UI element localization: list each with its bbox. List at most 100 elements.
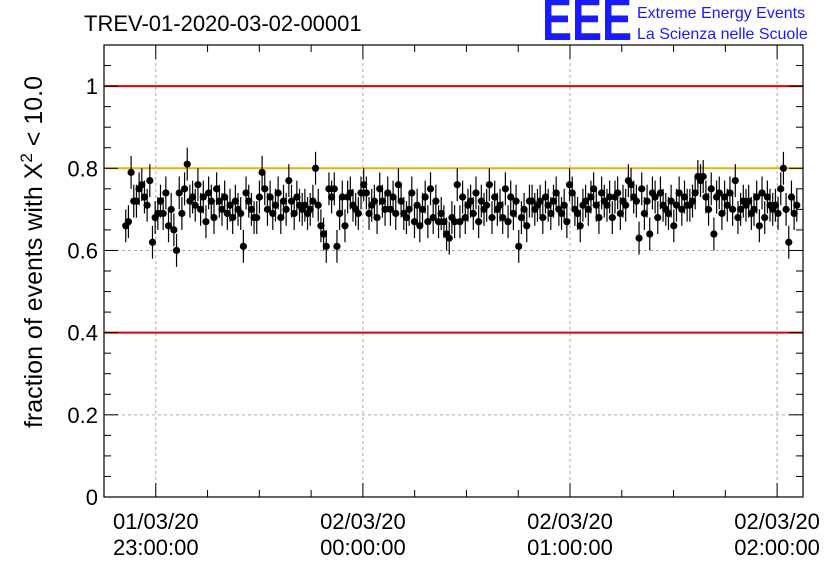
y-axis-title-sup: 2: [17, 153, 36, 162]
y-axis-title-tail: < 10.0: [20, 76, 48, 153]
data-point: [242, 189, 250, 197]
data-point: [616, 209, 624, 218]
data-point: [491, 193, 499, 201]
data-point: [723, 201, 731, 209]
data-point: [432, 197, 440, 205]
data-point: [274, 189, 282, 197]
data-point: [293, 193, 301, 201]
data-point: [301, 201, 309, 209]
data-point: [707, 185, 715, 193]
data-point: [523, 222, 531, 230]
data-point: [381, 205, 389, 213]
data-point: [178, 209, 186, 218]
data-point: [592, 201, 600, 209]
data-point: [314, 201, 322, 209]
data-point: [563, 218, 571, 226]
data-point: [750, 205, 758, 213]
data-point: [704, 205, 713, 213]
data-point: [541, 193, 550, 201]
data-point: [557, 209, 566, 218]
data-point: [362, 189, 370, 197]
data-point: [226, 201, 234, 209]
data-point: [282, 205, 290, 213]
data-point: [258, 168, 266, 176]
data-point: [429, 213, 437, 222]
data-point: [734, 213, 742, 222]
x-tick-date-label: 02/03/20: [320, 509, 406, 534]
data-point: [547, 209, 555, 218]
data-point: [504, 218, 512, 226]
data-point: [598, 189, 606, 197]
y-axis-title-main: fraction of events with X: [20, 162, 48, 428]
data-point: [459, 193, 467, 201]
data-point: [678, 205, 686, 213]
data-point: [718, 209, 726, 218]
data-point: [656, 189, 665, 197]
data-point: [638, 185, 646, 193]
eee-logo: EEE Extreme Energy Events La Scienza nel…: [542, 0, 808, 53]
data-point: [378, 197, 386, 205]
data-point: [488, 213, 496, 222]
data-point: [477, 197, 485, 205]
data-point: [357, 189, 365, 197]
data-point: [440, 218, 448, 226]
data-point: [229, 213, 237, 222]
data-point: [475, 218, 483, 226]
data-point: [138, 181, 146, 189]
data-point: [785, 238, 793, 246]
data-point: [576, 222, 584, 230]
data-point: [753, 193, 761, 201]
data-point: [162, 189, 170, 197]
data-point: [782, 205, 790, 213]
data-point: [702, 193, 710, 201]
x-tick-time-label: 02:00:00: [734, 535, 820, 560]
data-point: [777, 185, 785, 193]
data-point: [565, 181, 574, 189]
data-point: [672, 201, 681, 209]
data-point: [496, 201, 504, 209]
data-point: [729, 205, 737, 213]
data-point: [710, 230, 718, 238]
y-tick-label: 0.6: [67, 238, 98, 263]
data-point: [771, 201, 779, 209]
logo-line-1: Extreme Energy Events: [637, 5, 805, 22]
data-point: [215, 197, 223, 205]
data-point: [328, 193, 336, 201]
data-point: [552, 189, 560, 197]
x-tick-date-label: 01/03/20: [113, 509, 199, 534]
data-point: [124, 218, 133, 226]
x-axis: 01/03/2023:00:0002/03/2000:00:0002/03/20…: [113, 45, 820, 560]
data-point: [197, 205, 205, 213]
logo-line-2: La Scienza nelle Scuole: [637, 26, 808, 43]
data-point: [472, 189, 480, 197]
data-point: [627, 181, 635, 189]
data-point: [199, 193, 207, 201]
data-point: [501, 185, 509, 193]
x-tick-time-label: 00:00:00: [320, 535, 406, 560]
data-point: [595, 213, 603, 222]
data-point: [622, 201, 630, 209]
data-point: [207, 197, 215, 205]
data-point: [745, 197, 753, 205]
data-point: [737, 205, 745, 213]
data-point: [445, 234, 453, 242]
data-point: [416, 222, 424, 230]
data-point: [266, 193, 274, 201]
data-point: [202, 218, 210, 226]
data-point: [370, 197, 378, 205]
data-point: [322, 242, 330, 250]
data-point: [143, 201, 151, 209]
data-points: [122, 147, 801, 267]
data-point: [180, 185, 189, 193]
data-point: [231, 197, 239, 205]
data-point: [461, 213, 469, 222]
data-point: [509, 209, 517, 218]
data-point: [418, 205, 427, 213]
data-point: [635, 234, 643, 242]
data-point: [287, 197, 296, 205]
data-point: [793, 201, 801, 209]
data-point: [587, 193, 595, 201]
data-point: [338, 193, 346, 201]
data-point: [140, 193, 149, 201]
